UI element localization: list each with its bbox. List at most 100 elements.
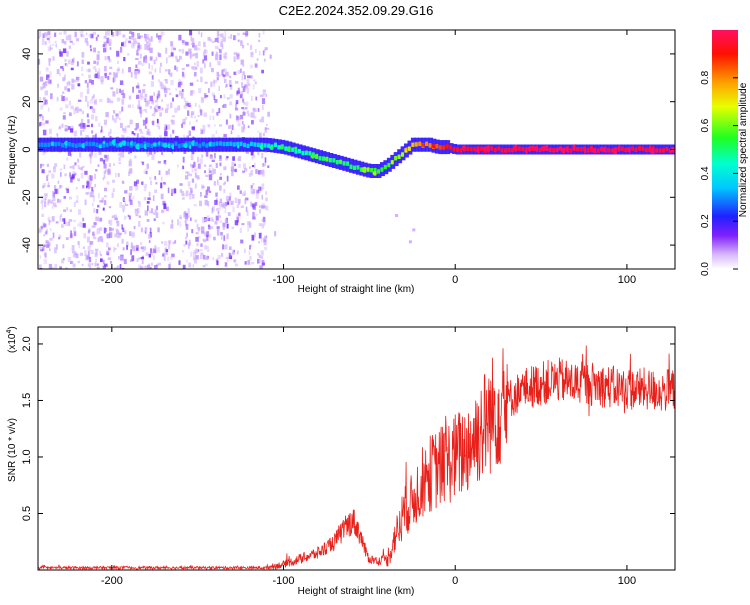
noise-speckle [80,130,83,136]
noise-speckle [204,93,207,99]
noise-speckle [45,120,49,124]
noise-speckle [89,158,92,164]
noise-speckle [121,151,125,158]
noise-speckle [140,93,143,98]
noise-speckle [79,108,82,112]
noise-speckle [215,192,218,197]
noise-speckle [200,32,203,38]
noise-speckle [201,226,205,233]
noise-speckle [110,228,114,231]
noise-speckle [253,115,257,119]
noise-speckle [254,162,256,169]
noise-speckle [207,36,211,41]
noise-speckle [254,63,258,68]
noise-speckle [144,230,147,233]
ridge-core [246,143,251,149]
noise-speckle [235,118,240,123]
noise-speckle [187,171,190,176]
noise-speckle [179,216,183,220]
noise-speckle [149,56,153,61]
ridge-core [301,150,306,156]
figure-title: C2E2.2024.352.09.29.G16 [279,3,434,18]
ridge-core [500,148,505,153]
noise-speckle [64,63,67,66]
noise-speckle [62,115,66,120]
noise-speckle [54,185,57,191]
noise-speckle [106,154,109,160]
noise-speckle [167,244,171,250]
noise-speckle [241,82,244,88]
noise-speckle [117,173,120,177]
noise-speckle [193,257,197,264]
y-tick-label: 0.5 [21,506,33,521]
noise-speckle [138,257,141,260]
noise-speckle [91,114,94,120]
noise-speckle [145,101,149,107]
ridge-core [88,141,93,147]
noise-speckle [72,42,75,45]
ridge-core [273,142,279,147]
ridge-core [256,142,262,148]
noise-speckle [49,71,52,77]
noise-speckle [228,246,232,250]
noise-speckle [211,167,214,172]
noise-speckle [196,175,200,179]
noise-speckle [147,197,151,201]
noise-speckle [104,263,108,267]
noise-speckle [49,237,53,241]
noise-speckle [151,154,155,160]
noise-speckle [39,114,42,119]
ridge-core [61,143,66,148]
noise-speckle [228,125,232,129]
noise-speckle [94,173,96,180]
noise-speckle [177,59,180,62]
noise-speckle [144,59,148,64]
noise-speckle [135,64,138,68]
snr-x-axis: -200 -100 0 100 [101,327,636,587]
noise-speckle [224,31,227,37]
ridge-core [78,142,83,148]
noise-speckle [95,248,99,251]
ridge-core [589,147,595,153]
noise-speckle [69,112,72,116]
ridge-core [38,142,42,148]
noise-speckle [108,220,111,224]
noise-speckle [39,245,42,249]
noise-speckle [47,46,51,52]
noise-speckle [74,162,77,166]
noise-speckle [258,255,262,259]
noise-speckle [81,34,85,38]
noise-speckle [104,66,107,72]
ridge-core [64,143,69,149]
noise-speckle [192,251,197,258]
noise-speckle [179,81,183,86]
noise-speckle [144,43,148,50]
noise-speckle [248,222,252,228]
noise-speckle [170,41,174,47]
noise-speckle [128,36,132,40]
noise-speckle [75,106,79,111]
noise-speckle [128,215,131,220]
noise-speckle [225,195,229,201]
noise-speckle [208,174,213,181]
ridge-core [425,141,430,146]
noise-speckle [155,56,158,61]
ridge-core [267,143,272,148]
noise-speckle [179,214,182,218]
ridge-outlier [408,240,412,244]
noise-speckle [213,181,216,186]
noise-speckle [144,210,148,216]
noise-speckle [127,124,131,128]
noise-speckle [114,233,118,238]
noise-speckle [72,165,75,170]
ridge-core [95,142,100,147]
noise-speckle [234,263,238,267]
noise-speckle [264,235,267,239]
noise-speckle [218,201,220,207]
noise-speckle [220,172,222,176]
noise-speckle [113,246,115,253]
noise-speckle [109,227,112,232]
noise-speckle [55,244,58,250]
noise-speckle [40,163,42,169]
noise-speckle [210,226,214,230]
